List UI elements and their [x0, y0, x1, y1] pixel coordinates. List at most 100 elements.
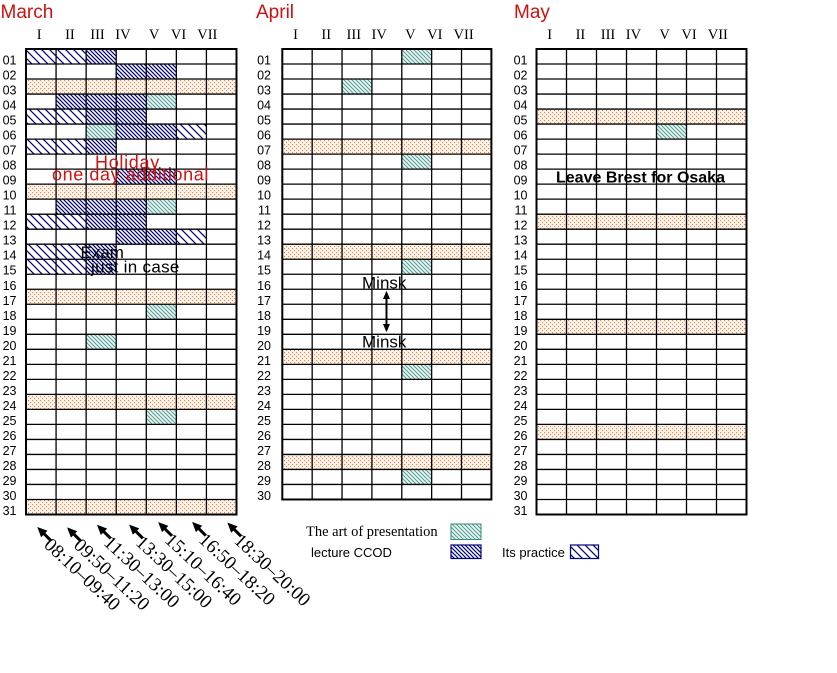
svg-text:Minsk: Minsk [362, 274, 407, 293]
svg-text:10: 10 [514, 189, 528, 203]
svg-text:02: 02 [3, 69, 17, 83]
svg-text:17: 17 [514, 294, 528, 308]
svg-text:07: 07 [514, 144, 528, 158]
svg-text:I: I [37, 27, 42, 43]
svg-text:08: 08 [3, 159, 17, 173]
svg-text:13: 13 [257, 234, 271, 248]
svg-text:22: 22 [3, 369, 17, 383]
svg-text:07: 07 [257, 144, 271, 158]
svg-text:II: II [65, 27, 75, 43]
svg-text:26: 26 [514, 429, 528, 443]
svg-text:21: 21 [257, 354, 271, 368]
svg-text:20: 20 [257, 339, 271, 353]
svg-text:15: 15 [514, 264, 528, 278]
svg-text:lecture CCOD: lecture CCOD [311, 545, 392, 560]
svg-text:V: V [149, 27, 160, 43]
svg-text:I: I [293, 27, 298, 43]
svg-text:29: 29 [3, 474, 17, 488]
svg-text:03: 03 [514, 84, 528, 98]
svg-text:The art of presentation: The art of presentation [306, 524, 438, 540]
svg-text:23: 23 [514, 384, 528, 398]
svg-text:25: 25 [257, 414, 271, 428]
svg-text:21: 21 [514, 354, 528, 368]
svg-text:08: 08 [257, 159, 271, 173]
svg-text:13: 13 [514, 234, 528, 248]
svg-text:II: II [321, 27, 331, 43]
svg-text:April: April [256, 2, 294, 23]
svg-text:III: III [90, 27, 105, 43]
svg-text:IV: IV [626, 27, 642, 43]
svg-text:11: 11 [4, 204, 17, 218]
svg-text:VII: VII [708, 27, 728, 43]
svg-text:May: May [514, 2, 550, 23]
svg-text:Its practice: Its practice [502, 545, 565, 560]
svg-text:08: 08 [514, 159, 528, 173]
svg-text:14: 14 [3, 249, 17, 263]
svg-text:21: 21 [3, 354, 17, 368]
svg-text:II: II [576, 27, 586, 43]
svg-text:04: 04 [514, 99, 528, 113]
svg-text:V: V [405, 27, 416, 43]
svg-text:IV: IV [115, 27, 131, 43]
svg-text:09: 09 [257, 174, 271, 188]
svg-text:14: 14 [257, 249, 271, 263]
svg-text:Leave Brest for Osaka: Leave Brest for Osaka [556, 170, 725, 187]
svg-text:25: 25 [3, 414, 17, 428]
svg-text:one day additional: one day additional [52, 165, 209, 185]
svg-text:22: 22 [514, 369, 528, 383]
svg-text:14: 14 [514, 249, 528, 263]
svg-text:26: 26 [257, 429, 271, 443]
svg-text:16: 16 [257, 279, 271, 293]
svg-text:03: 03 [257, 84, 271, 98]
svg-text:02: 02 [514, 69, 528, 83]
svg-text:06: 06 [514, 129, 528, 143]
svg-text:10: 10 [3, 189, 17, 203]
svg-text:05: 05 [257, 114, 271, 128]
svg-text:31: 31 [514, 504, 528, 518]
svg-text:19: 19 [514, 324, 528, 338]
svg-text:VI: VI [427, 27, 442, 43]
svg-text:III: III [601, 27, 616, 43]
svg-text:05: 05 [3, 114, 17, 128]
svg-text:Holiday: Holiday [95, 152, 160, 172]
svg-text:01: 01 [257, 54, 271, 68]
svg-text:30: 30 [3, 489, 17, 503]
svg-text:VI: VI [171, 27, 186, 43]
svg-text:just in case: just in case [90, 258, 180, 277]
svg-text:I: I [547, 27, 552, 43]
svg-text:31: 31 [3, 504, 17, 518]
svg-text:19: 19 [257, 324, 271, 338]
svg-text:07: 07 [3, 144, 17, 158]
svg-text:Exam: Exam [81, 243, 124, 262]
svg-text:04: 04 [257, 99, 271, 113]
svg-text:IV: IV [372, 27, 388, 43]
svg-text:30: 30 [257, 489, 271, 503]
svg-text:28: 28 [257, 459, 271, 473]
svg-text:09: 09 [514, 174, 528, 188]
svg-text:28: 28 [3, 459, 17, 473]
svg-text:02: 02 [257, 69, 271, 83]
svg-text:13: 13 [3, 234, 17, 248]
svg-text:15: 15 [3, 264, 17, 278]
svg-text:12: 12 [514, 219, 528, 233]
svg-text:06: 06 [257, 129, 271, 143]
svg-text:12: 12 [3, 219, 17, 233]
svg-text:24: 24 [3, 399, 17, 413]
svg-text:20: 20 [3, 339, 17, 353]
svg-text:12: 12 [257, 219, 271, 233]
svg-text:11: 11 [258, 204, 271, 218]
svg-text:11: 11 [515, 204, 528, 218]
svg-text:March: March [1, 2, 54, 23]
svg-text:VI: VI [681, 27, 696, 43]
svg-text:16: 16 [3, 279, 17, 293]
svg-text:VII: VII [197, 27, 217, 43]
svg-text:26: 26 [3, 429, 17, 443]
svg-text:19: 19 [3, 324, 17, 338]
svg-text:24: 24 [514, 399, 528, 413]
svg-text:29: 29 [514, 474, 528, 488]
svg-text:23: 23 [257, 384, 271, 398]
svg-text:03: 03 [3, 84, 17, 98]
svg-text:30: 30 [514, 489, 528, 503]
svg-text:01: 01 [3, 54, 17, 68]
svg-text:06: 06 [3, 129, 17, 143]
